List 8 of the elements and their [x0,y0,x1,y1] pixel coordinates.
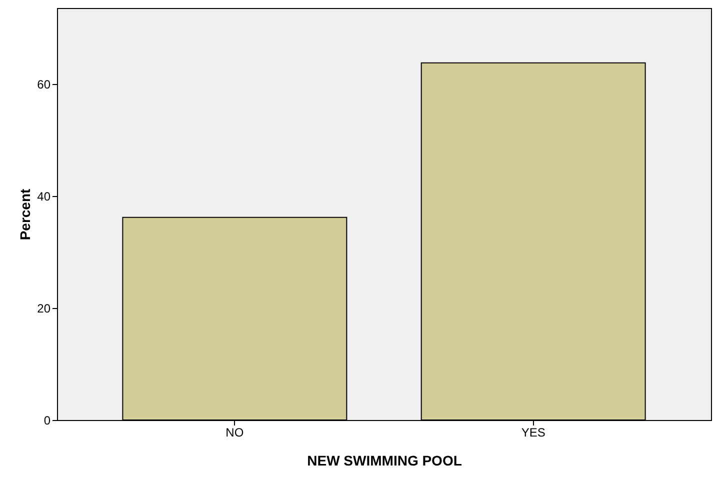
y-tick-label: 40 [37,190,51,204]
y-tick-label: 60 [37,78,51,92]
y-tick-label: 20 [37,302,51,316]
x-axis-title: NEW SWIMMING POOL [307,452,462,468]
x-tick-label: YES [521,426,546,440]
x-tick-label: NO [226,426,244,440]
y-tick-label: 0 [44,414,51,428]
y-axis-title: Percent [17,188,34,240]
